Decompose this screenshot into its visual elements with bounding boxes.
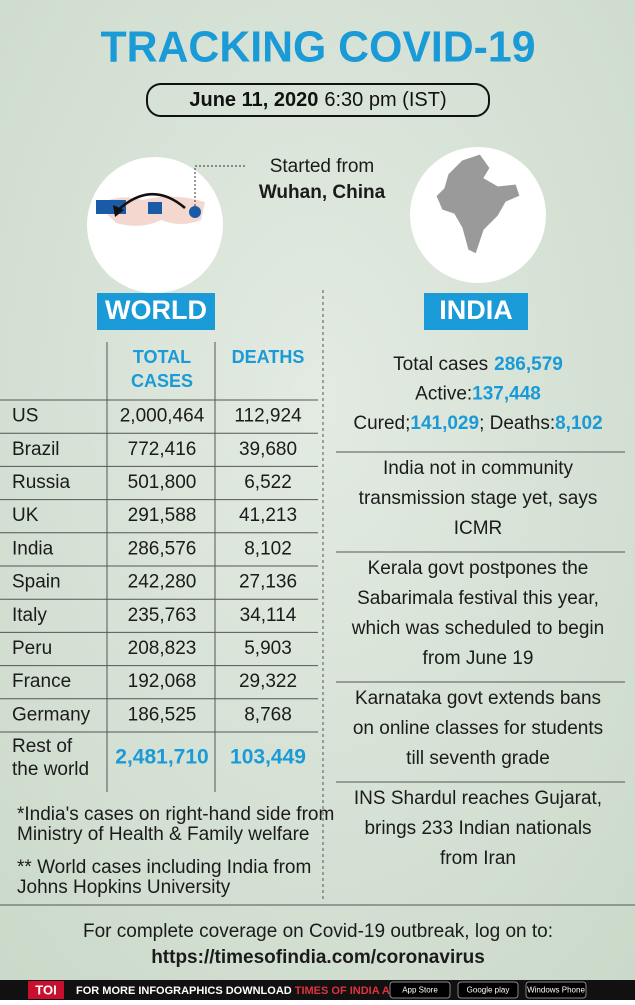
deaths: 8,768	[244, 704, 292, 725]
rest-name: the world	[12, 759, 89, 780]
total-cases: 501,800	[128, 472, 197, 493]
news-line: Karnataka govt extends bans	[355, 688, 601, 709]
news-line: brings 233 Indian nationals	[364, 818, 591, 839]
deaths: 34,114	[240, 605, 297, 626]
footer-text: For complete coverage on Covid-19 outbre…	[83, 921, 553, 942]
deaths: 112,924	[234, 406, 302, 427]
country: India	[12, 538, 54, 559]
bar-text-main: FOR MORE INFOGRAPHICS DOWNLOAD	[76, 985, 292, 997]
world-box	[97, 293, 215, 330]
origin-line1: Started from	[270, 156, 375, 177]
country: Germany	[12, 704, 91, 725]
china-region	[189, 206, 201, 218]
bar-text: FOR MORE INFOGRAPHICS DOWNLOAD TIMES OF I…	[76, 985, 405, 997]
stat-line: Active:137,448	[415, 384, 541, 405]
stat-label: Total cases	[393, 354, 488, 375]
badge-label: App Store	[402, 986, 438, 995]
news-line: on online classes for students	[353, 718, 603, 739]
stat-value: 137,448	[472, 384, 541, 405]
note: Johns Hopkins University	[17, 877, 231, 898]
world-label: WORLD	[105, 295, 207, 325]
stat-line: Cured;141,029; Deaths:8,102	[353, 413, 602, 434]
news-line: from Iran	[440, 848, 516, 869]
note: *India's cases on right-hand side from	[17, 804, 334, 825]
news-line: Kerala govt postpones the	[368, 558, 589, 579]
country: Russia	[12, 472, 71, 493]
rest-name: Rest of	[12, 736, 73, 757]
total-cases: 192,068	[128, 671, 197, 692]
country: Italy	[12, 605, 47, 626]
title: TRACKING COVID-19	[101, 23, 536, 72]
badge	[457, 981, 519, 999]
news-line: which was scheduled to begin	[351, 618, 604, 639]
globe	[87, 157, 223, 293]
stat-value: 8,102	[555, 413, 603, 434]
total-cases: 186,525	[128, 704, 197, 725]
time: 6:30 pm (IST)	[324, 89, 446, 111]
pointer	[194, 165, 245, 206]
stat-value: 286,579	[494, 354, 563, 375]
header-deaths: DEATHS	[232, 347, 305, 367]
note: Ministry of Health & Family welfare	[17, 824, 309, 845]
stat-value: 141,029	[410, 413, 479, 434]
date-line: June 11, 2020 6:30 pm (IST)	[189, 89, 446, 111]
brand: TOI	[35, 982, 56, 997]
stat-label: ; Deaths:	[479, 413, 555, 434]
total-cases: 286,576	[128, 538, 197, 559]
stat-line: Total cases 286,579	[393, 354, 563, 375]
badge-label: Google play	[467, 986, 510, 995]
brand-box	[28, 981, 64, 999]
india-label: INDIA	[439, 295, 513, 325]
total-cases: 208,823	[128, 638, 197, 659]
country: Brazil	[12, 439, 60, 460]
news-line: India not in community	[383, 458, 574, 479]
country: Spain	[12, 572, 61, 593]
europe-region	[148, 202, 162, 214]
total-cases: 291,588	[128, 505, 197, 526]
news-line: transmission stage yet, says	[359, 488, 598, 509]
total-cases: 235,763	[128, 605, 197, 626]
spread-arrow	[114, 193, 186, 214]
india-box	[424, 293, 528, 330]
news-line: from June 19	[423, 648, 534, 669]
arrow-head	[113, 205, 124, 217]
country: Peru	[12, 638, 52, 659]
footer-url: https://timesofindia.com/coronavirus	[151, 947, 485, 968]
country: US	[12, 406, 38, 427]
country: France	[12, 671, 71, 692]
news-line: INS Shardul reaches Gujarat,	[354, 788, 602, 809]
deaths: 39,680	[239, 439, 297, 460]
news-line: ICMR	[454, 518, 503, 539]
note: ** World cases including India from	[17, 857, 311, 878]
deaths: 27,136	[239, 572, 297, 593]
news-line: Sabarimala festival this year,	[357, 588, 599, 609]
india-map	[435, 153, 521, 255]
date: June 11, 2020	[189, 89, 318, 111]
total-cases: 2,000,464	[120, 406, 205, 427]
badge	[389, 981, 451, 999]
deaths: 6,522	[244, 472, 292, 493]
origin-line2: Wuhan, China	[259, 182, 386, 203]
total-cases: 772,416	[128, 439, 197, 460]
country: UK	[12, 505, 39, 526]
date-box	[146, 83, 490, 117]
header-total-2: CASES	[131, 371, 193, 391]
deaths: 8,102	[244, 538, 292, 559]
badge-label: Windows Phone	[527, 986, 585, 995]
rest-total: 2,481,710	[115, 746, 208, 769]
stat-label: Cured;	[353, 413, 410, 434]
total-cases: 242,280	[128, 572, 197, 593]
news-line: till seventh grade	[406, 748, 550, 769]
deaths: 5,903	[244, 638, 292, 659]
deaths: 29,322	[239, 671, 297, 692]
header-total-1: TOTAL	[133, 347, 191, 367]
badge	[525, 981, 587, 999]
rest-deaths: 103,449	[230, 746, 306, 769]
deaths: 41,213	[239, 505, 297, 526]
stat-label: Active:	[415, 384, 472, 405]
bar-app: TIMES OF INDIA APP	[295, 985, 405, 997]
